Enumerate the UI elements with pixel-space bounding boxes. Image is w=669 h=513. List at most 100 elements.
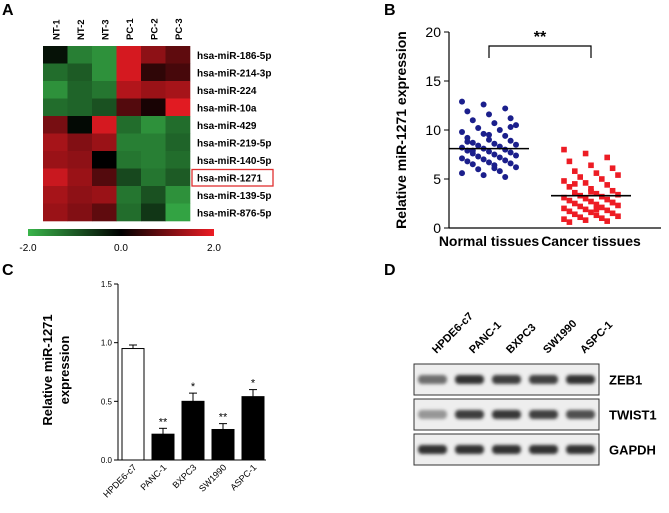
data-point [572,211,578,218]
data-point [572,181,578,187]
data-point [604,218,610,224]
heatmap-cell [116,116,142,134]
data-point [566,158,573,165]
heatmap-cell [67,46,93,64]
data-point [604,207,610,214]
heatmap-cell [92,168,117,187]
data-point [464,158,471,165]
heatmap-cell [92,46,117,64]
heatmap-cell [67,151,93,169]
bar [241,396,265,461]
data-point [475,166,482,173]
data-point [507,137,514,144]
bar [211,428,235,461]
data-point [513,141,519,148]
heatmap-column-label: NT-1 [51,19,62,40]
heatmap-cell [165,133,191,152]
blot-band [566,410,595,419]
heatmap-cell [43,116,68,134]
heatmap-cell [67,168,93,187]
data-point [561,178,567,184]
colorbar [28,229,214,236]
data-point [486,131,492,138]
heatmap-cell [165,186,191,204]
data-point [599,215,605,221]
data-point [469,117,476,124]
blot-band [492,375,521,384]
y-tick-label: 10 [425,122,441,138]
blot-band [418,375,447,384]
heatmap-cell [92,81,117,99]
data-point [475,153,482,160]
blot-band [566,375,595,384]
blot-band [455,445,484,454]
heatmap-cell [67,133,93,152]
bar [121,348,145,461]
data-point [513,122,519,129]
data-point [561,216,567,222]
data-point [502,146,509,153]
data-point [561,205,567,212]
data-point [593,212,600,219]
data-point [469,139,476,146]
data-point [604,196,610,203]
data-point [588,186,594,192]
heatmap-cell [165,116,191,134]
data-point [604,154,610,161]
data-point [513,164,519,171]
heatmap-column-label: NT-3 [100,19,111,40]
protein-label: ZEB1 [609,373,642,388]
data-point [502,174,509,181]
heatmap-cell [165,151,191,169]
heatmap-cell [141,116,166,134]
heatmap-row-label: hsa-miR-1271 [197,173,262,184]
data-point [609,199,616,206]
data-point [593,170,600,176]
y-tick-label: 5 [433,171,441,187]
data-point [577,214,583,221]
y-tick-label: 15 [425,73,441,89]
data-point [561,146,567,153]
data-point [491,140,498,147]
heatmap-cell [67,81,93,99]
heatmap-cell [165,168,191,187]
heatmap-row-label: hsa-miR-10a [197,103,257,114]
panel-letter-c: C [2,262,14,279]
data-point [599,204,605,211]
data-point [507,149,514,156]
lane-label: PANC-1 [467,319,504,356]
data-point [491,151,498,158]
y-tick-label: 1.5 [101,280,113,289]
heatmap-column-label: NT-2 [76,19,87,40]
heatmap-cell [141,98,166,117]
heatmap-cell [92,98,117,117]
heatmap-cell [116,46,142,64]
heatmap-cell [43,203,68,222]
data-point [572,168,578,174]
heatmap-cell [92,203,117,222]
data-point [459,170,465,177]
data-point [609,165,616,172]
data-point [480,130,487,137]
colorbar-tick-label: 0.0 [114,243,128,254]
data-point [459,128,465,135]
protein-label: GAPDH [609,443,656,458]
colorbar-tick-label: -2.0 [19,243,37,254]
data-point [496,154,503,161]
heatmap-row-label: hsa-miR-214-3p [197,68,271,79]
data-point [507,124,514,131]
data-point [582,217,589,223]
data-point [599,193,605,200]
data-point [464,108,471,115]
data-point [480,156,487,163]
blot-band [492,410,521,419]
data-point [582,195,589,202]
data-point [486,159,492,166]
data-point [588,209,594,216]
data-point [502,132,509,139]
blot-band [455,410,484,419]
data-point [491,165,498,172]
data-point [582,150,589,157]
data-point [593,190,600,197]
